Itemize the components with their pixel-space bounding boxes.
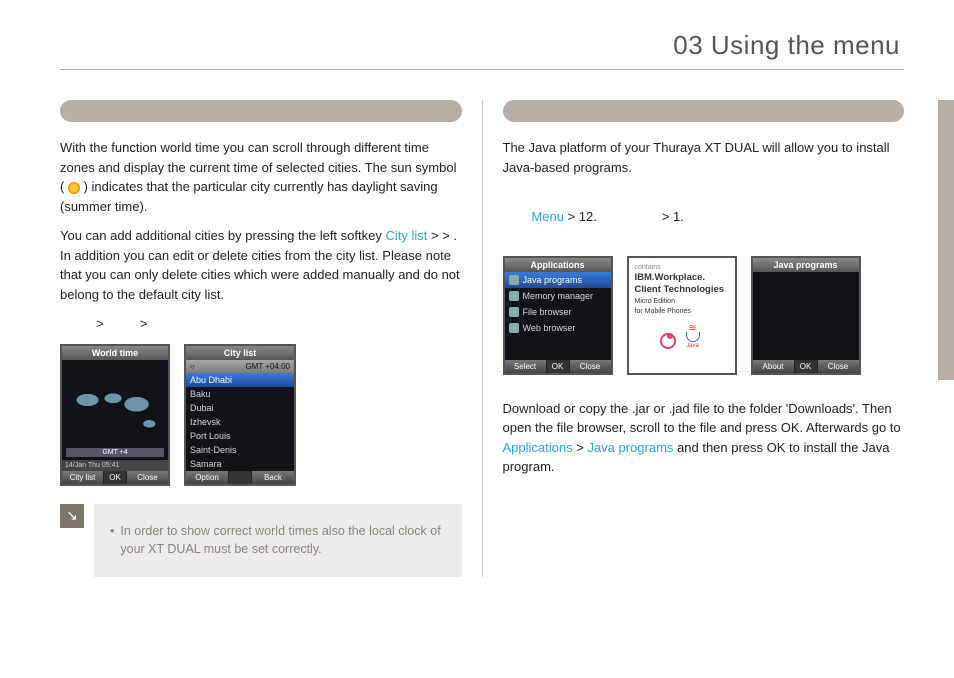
note-arrow-icon: ↘ [60,504,84,528]
text: > [573,440,588,455]
java-logo-icon: ≋ Java [682,326,704,349]
softkey-ok[interactable]: OK [103,471,127,484]
gmt-label: GMT +4 [66,448,164,457]
list-item[interactable]: Port Louis [186,429,294,443]
list-item[interactable]: Java programs [505,272,611,288]
ibm-sub-1: Micro Edition [635,298,729,306]
app-icon [509,307,519,317]
world-map: GMT +4 14/Jan Thu 05:41 [62,360,168,471]
phone-world-time: World time GMT +4 14/Jan Thu 05:41 City … [60,344,170,486]
phone-titlebar: Java programs [753,258,859,272]
list-item[interactable]: Abu Dhabi [186,373,294,387]
softkey-right[interactable]: Close [818,360,859,373]
gmt-header: ○ GMT +04:00 [186,360,294,373]
list-item[interactable]: Samara [186,457,294,471]
list-item[interactable]: File browser [505,304,611,320]
item-label: Java programs [523,275,583,285]
note-box: • In order to show correct world times a… [94,504,462,578]
install-instructions: Download or copy the .jar or .jad file t… [503,399,905,477]
text: ) indicates that the particular city cur… [60,179,438,214]
item-label: File browser [523,307,572,317]
ibm-title-2: Client Technologies [635,285,729,296]
phone-ibm-splash: contains IBM.Workplace. Client Technolog… [627,256,737,375]
contains-label: contains [635,264,729,271]
note-text: In order to show correct world times als… [120,522,445,560]
softkey-right[interactable]: Back [252,471,294,484]
app-icon [509,323,519,333]
empty-body [753,272,859,360]
java-programs-link: Java programs [587,440,673,455]
phone-city-list: City list ○ GMT +04:00 Abu Dhabi Baku Du… [184,344,296,486]
phone-titlebar: World time [62,346,168,360]
softkey-bar: Option Back [186,471,294,484]
item-label: Web browser [523,323,576,333]
header-rule [60,69,904,70]
logo-row: ≋ Java [635,326,729,349]
menu-link: Menu [531,209,564,224]
softkey-right[interactable]: Close [570,360,611,373]
city-list-link: City list [385,228,427,243]
text: You can add additional cities by pressin… [60,228,385,243]
page: 03 Using the menu With the function worl… [0,0,954,678]
phone-titlebar: Applications [505,258,611,272]
softkey-left[interactable]: About [753,360,794,373]
app-list: Java programs Memory manager File browse… [505,272,611,360]
softkey-left[interactable]: Option [186,471,228,484]
right-column: The Java platform of your Thuraya XT DUA… [485,100,905,577]
phone-screenshots-left: World time GMT +4 14/Jan Thu 05:41 City … [60,344,462,486]
list-item[interactable]: Dubai [186,401,294,415]
softkey-mid [228,471,252,484]
chapter-title: 03 Using the menu [60,30,904,61]
app-icon [509,275,519,285]
phone-titlebar: City list [186,346,294,360]
item-label: Memory manager [523,291,594,301]
page-edge-tab [938,100,954,380]
text: > 12. > 1. [564,209,684,224]
phone-java-programs: Java programs About OK Close [751,256,861,375]
city-list-body: ○ GMT +04:00 Abu Dhabi Baku Dubai Izhevs… [186,360,294,471]
ibm-title-1: IBM.Workplace. [635,273,729,284]
softkey-left[interactable]: City list [62,471,103,484]
softkey-ok[interactable]: OK [546,360,570,373]
list-item[interactable]: Baku [186,387,294,401]
softkey-bar: City list OK Close [62,471,168,484]
java-label: Java [682,343,704,349]
citylist-instructions: You can add additional cities by pressin… [60,226,462,304]
bullet-icon: • [110,522,114,560]
section-heading-pill-right [503,100,905,122]
date-bar: 14/Jan Thu 05:41 [62,460,168,471]
ibm-screen: contains IBM.Workplace. Client Technolog… [629,258,735,373]
phone-screenshots-right: Applications Java programs Memory manage… [503,256,905,375]
column-divider [482,100,483,577]
sun-icon [68,182,80,194]
list-item[interactable]: Saint-Denis [186,443,294,457]
java-nav-path: Menu > 12. > 1. [503,187,905,246]
worldtime-intro: With the function world time you can scr… [60,138,462,216]
list-item[interactable]: Web browser [505,320,611,336]
app-icon [509,291,519,301]
list-item[interactable]: Memory manager [505,288,611,304]
applications-link: Applications [503,440,573,455]
ibm-sub-2: for Mobile Phones [635,308,729,316]
indicator-icon: ○ [190,362,195,371]
breadcrumb-placeholder: > > [60,314,462,334]
splash-body: contains IBM.Workplace. Client Technolog… [629,258,735,373]
text: Download or copy the .jar or .jad file t… [503,401,901,436]
section-heading-pill-left [60,100,462,122]
list-item[interactable]: Izhevsk [186,415,294,429]
left-column: With the function world time you can scr… [60,100,480,577]
two-column-layout: With the function world time you can scr… [60,100,904,577]
java-intro: The Java platform of your Thuraya XT DUA… [503,138,905,177]
softkey-bar: Select OK Close [505,360,611,373]
gmt-offset: GMT +04:00 [245,362,290,371]
phone-applications: Applications Java programs Memory manage… [503,256,613,375]
softkey-left[interactable]: Select [505,360,546,373]
ibm-on-icon [660,333,676,349]
softkey-bar: About OK Close [753,360,859,373]
softkey-right[interactable]: Close [127,471,168,484]
softkey-ok[interactable]: OK [794,360,818,373]
note-block: ↘ • In order to show correct world times… [60,504,462,578]
